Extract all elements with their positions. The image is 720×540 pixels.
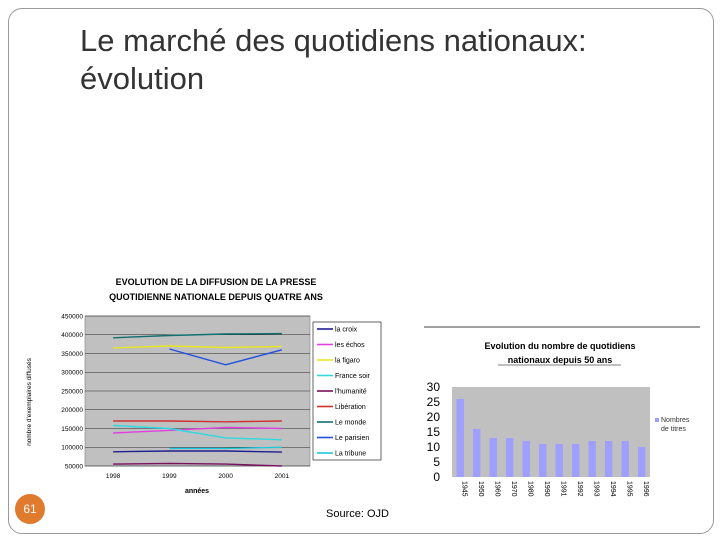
chart1-series-line (113, 332, 282, 339)
chart2-x-tick-label: 1990 (543, 481, 550, 497)
chart1-title-line1: EVOLUTION DE LA DIFFUSION DE LA PRESSE (116, 277, 317, 287)
source-note: Source: OJD (326, 508, 389, 520)
chart2-legend-label-line1: Nombres (661, 417, 690, 424)
chart2-x-tick-label: 1994 (609, 481, 616, 497)
chart1-y-tick-label: 450000 (61, 313, 83, 320)
chart1-y-tick-label: 50000 (65, 463, 83, 470)
chart2-x-tick-label: 1970 (510, 481, 517, 497)
chart1-y-tick-label: 400000 (61, 332, 83, 339)
chart1-y-tick-label: 150000 (61, 426, 83, 433)
chart2-y-tick-label: 25 (427, 395, 441, 409)
chart1-series-line (169, 446, 282, 450)
chart2-legend-label-line2: de titres (661, 426, 686, 433)
chart2-bar (539, 444, 547, 477)
chart1-y-tick-label: 350000 (61, 351, 83, 358)
chart1-legend-label: La tribune (335, 451, 366, 458)
chart2-bar (621, 441, 629, 477)
chart1-x-tick-label: 2000 (218, 473, 233, 480)
chart2-x-tick-label: 1950 (477, 481, 484, 497)
chart2-title-line2: nationaux depuis 50 ans (508, 355, 613, 365)
chart2-y-tick-label: 5 (433, 455, 440, 469)
chart2-bar (473, 429, 481, 477)
chart1-series-line (113, 426, 282, 434)
chart1-x-axis-label: années (185, 488, 209, 495)
chart2-x-tick-label: 1980 (526, 481, 533, 497)
chart2-x-tick-label: 1996 (642, 481, 649, 497)
chart2-x-tick-label: 1960 (493, 481, 500, 497)
slide-title: Le marché des quotidiens nationaux: évol… (80, 22, 680, 98)
chart1-y-axis-label: nombre d'exemplaires diffusés (26, 357, 33, 446)
chart1-legend-label: Le monde (335, 420, 366, 427)
chart2-y-tick-label: 0 (433, 470, 440, 484)
chart2-bar (588, 441, 596, 477)
slide-title-line2: évolution (80, 60, 205, 96)
chart2-bar (489, 438, 497, 477)
chart1-series-line (113, 345, 282, 349)
chart2-bar (605, 441, 613, 477)
chart1-legend-label: la figaro (335, 358, 360, 365)
chart1-series-line (113, 420, 282, 423)
chart1-legend-label: Le parisien (335, 435, 369, 442)
chart1-x-tick-label: 1999 (162, 473, 177, 480)
chart2-title-line1: Evolution du nombre de quotidiens (485, 341, 636, 351)
chart2-plot-area (452, 387, 650, 477)
chart2-legend-swatch (655, 418, 659, 422)
chart1-y-tick-label: 100000 (61, 445, 83, 452)
chart1-y-tick-label: 250000 (61, 388, 83, 395)
chart2-y-tick-label: 10 (427, 440, 441, 454)
chart1-series-line (169, 348, 283, 366)
chart2-bar (456, 399, 464, 477)
chart1-legend-label: France soir (335, 373, 371, 380)
chart2-x-tick-label: 1945 (460, 481, 467, 497)
chart2-x-tick-label: 1993 (592, 481, 599, 497)
titles-bar-chart: Evolution du nombre de quotidiens nation… (424, 326, 700, 497)
chart1-y-tick-label: 200000 (61, 407, 83, 414)
chart1-legend-label: l'humanité (335, 389, 367, 396)
chart2-x-tick-label: 1995 (625, 481, 632, 497)
chart1-legend-label: les échos (335, 342, 365, 349)
chart1-legend-label: la croix (335, 327, 358, 334)
chart1-legend-label: Libération (335, 404, 366, 411)
chart1-title-line2: QUOTIDIENNE NATIONALE DEPUIS QUATRE ANS (109, 292, 323, 302)
chart2-x-tick-label: 1991 (559, 481, 566, 497)
chart2-x-tick-label: 1992 (576, 481, 583, 497)
chart2-bar (522, 441, 530, 477)
chart2-y-tick-label: 20 (427, 410, 441, 424)
chart1-y-tick-label: 300000 (61, 370, 83, 377)
chart2-bar (638, 447, 646, 477)
chart2-bar (555, 444, 563, 477)
chart1-x-tick-label: 1998 (106, 473, 121, 480)
chart2-bar (506, 438, 514, 477)
chart2-bar (572, 444, 580, 477)
chart1-x-tick-label: 2001 (275, 473, 290, 480)
diffusion-line-chart: EVOLUTION DE LA DIFFUSION DE LA PRESSE Q… (26, 277, 382, 495)
chart1-series-line (113, 450, 282, 453)
chart2-y-tick-label: 15 (427, 425, 441, 439)
page-number-badge: 61 (15, 494, 45, 524)
chart1-series-line (113, 424, 282, 441)
chart1-series-line (113, 462, 282, 467)
chart2-y-tick-label: 30 (427, 380, 441, 394)
slide-title-line1: Le marché des quotidiens nationaux: (80, 23, 587, 58)
